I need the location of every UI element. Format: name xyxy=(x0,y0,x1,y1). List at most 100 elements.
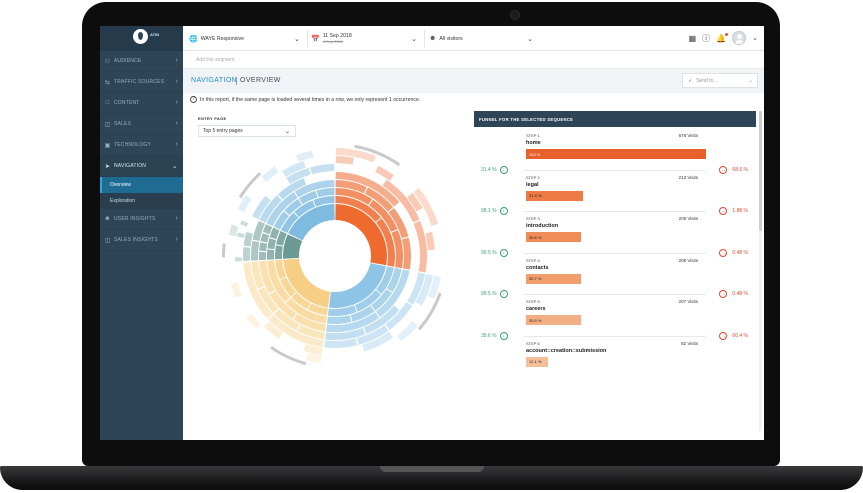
sunburst-subsegment[interactable] xyxy=(303,344,323,356)
sunburst-subsegment[interactable] xyxy=(269,227,280,240)
dropoff-rate[interactable]: → 68.6 % xyxy=(719,165,748,174)
sunburst-subsegment[interactable] xyxy=(260,233,270,243)
visitor-selector[interactable]: ☻ All visitors ⌄ xyxy=(429,26,537,51)
sunburst-subsegment[interactable] xyxy=(258,287,279,314)
sunburst-subsegment[interactable] xyxy=(266,192,298,227)
sunburst-subsegment[interactable] xyxy=(267,238,277,250)
sunburst-subsegment[interactable] xyxy=(259,260,275,294)
sunburst-subsegment[interactable] xyxy=(305,353,322,364)
dropoff-rate[interactable]: → 1.88 % xyxy=(719,207,748,215)
sunburst-subsegment[interactable] xyxy=(236,232,245,238)
sunburst-subsegment[interactable] xyxy=(259,251,267,261)
funnel-step[interactable]: STEP 4 contacts 208 Visits 30.7 % xyxy=(474,254,756,296)
sunburst-subsegment[interactable] xyxy=(240,220,249,227)
chevron-down-icon[interactable]: ⌄ xyxy=(752,35,758,42)
sidebar-item-traffic-sources[interactable]: ⇆ TRAFFIC SOURCES › xyxy=(100,72,183,93)
sunburst-subsegment[interactable] xyxy=(335,156,354,165)
sunburst-subsegment[interactable] xyxy=(369,199,398,232)
sunburst-subsegment[interactable] xyxy=(293,313,326,332)
sunburst-subsegment[interactable] xyxy=(294,180,335,198)
sunburst-subsegment[interactable] xyxy=(251,240,260,261)
sunburst-subsegment[interactable] xyxy=(427,275,441,299)
sunburst-subsegment[interactable] xyxy=(375,165,394,181)
sunburst-subsegment[interactable] xyxy=(316,188,335,198)
apps-grid-icon[interactable]: ▦ xyxy=(688,33,697,43)
sunburst-segment-orange[interactable] xyxy=(335,204,387,266)
site-selector[interactable]: 🌐 WAYE Responsive ⌄ xyxy=(189,26,304,51)
sunburst-segment-teal[interactable] xyxy=(283,234,303,259)
sunburst-subsegment[interactable] xyxy=(371,289,393,311)
sunburst-subsegment[interactable] xyxy=(285,298,327,324)
sunburst-subsegment[interactable] xyxy=(264,321,283,339)
sunburst-subsegment[interactable] xyxy=(335,188,373,205)
bell-icon[interactable]: 🔔 xyxy=(716,32,729,43)
sunburst-subsegment[interactable] xyxy=(362,331,394,352)
sunburst-subsegment[interactable] xyxy=(230,282,242,299)
sunburst-subsegment[interactable] xyxy=(267,249,275,260)
sunburst-subsegment[interactable] xyxy=(282,161,306,178)
sunburst-subsegment[interactable] xyxy=(401,237,411,270)
sunburst-subsegment[interactable] xyxy=(296,150,314,162)
sunburst-subsegment[interactable] xyxy=(327,305,357,316)
funnel-step[interactable]: STEP 6 account::creation::submission 82 Vi… xyxy=(474,337,756,379)
sunburst-subsegment[interactable] xyxy=(229,224,239,237)
sunburst-subsegment[interactable] xyxy=(243,231,253,247)
date-selector[interactable]: 📅 11 Sep 2018 4 Sep 2018 ⌄ xyxy=(311,26,421,51)
sunburst-subsegment[interactable] xyxy=(275,259,287,280)
sunburst-subsegment[interactable] xyxy=(243,247,251,262)
sunburst-subsegment[interactable] xyxy=(251,261,265,289)
sunburst-segment-light-blue[interactable] xyxy=(288,204,335,241)
sidebar-item-user-insights[interactable]: ☻ USER INSIGHTS › xyxy=(100,209,183,230)
sunburst-subsegment[interactable] xyxy=(246,313,261,330)
sunburst-subsegment[interactable] xyxy=(356,325,389,345)
sidebar-subitem-overview[interactable]: Overview xyxy=(100,177,183,193)
sunburst-subsegment[interactable] xyxy=(325,327,366,340)
send-to-dropdown[interactable]: ↲ Send to... ⌄ xyxy=(682,73,758,88)
sidebar-item-audience[interactable]: ⚇ AUDIENCE › xyxy=(100,51,183,72)
sunburst-subsegment[interactable] xyxy=(388,208,409,239)
sunburst-segment-yellow[interactable] xyxy=(283,258,331,308)
sunburst-subsegment[interactable] xyxy=(275,245,283,260)
sidebar-item-technology[interactable]: ▣ TECHNOLOGY › xyxy=(100,135,183,156)
sunburst-subsegment[interactable] xyxy=(425,231,435,251)
sunburst-subsegment[interactable] xyxy=(243,262,273,319)
sidebar-item-content[interactable]: □ CONTENT › xyxy=(100,93,183,114)
funnel-step[interactable]: STEP 2 legal 213 Visits 31.4 % xyxy=(474,171,756,213)
sunburst-subsegment[interactable] xyxy=(259,195,282,223)
sunburst-subsegment[interactable] xyxy=(276,230,287,246)
sunburst-subsegment[interactable] xyxy=(397,321,418,342)
sunburst-subsegment[interactable] xyxy=(386,267,402,292)
sunburst-subsegment[interactable] xyxy=(267,260,291,303)
funnel-step[interactable]: STEP 5 careers 207 Visits 30.5 % xyxy=(474,295,756,337)
sunburst-subsegment[interactable] xyxy=(385,302,413,330)
sunburst-subsegment[interactable] xyxy=(313,196,335,207)
help-icon[interactable]: ⓘ xyxy=(702,33,711,43)
sunburst-subsegment[interactable] xyxy=(286,167,311,184)
sidebar-subitem-exploration[interactable]: Exploration xyxy=(100,193,183,209)
sunburst-subsegment[interactable] xyxy=(413,187,439,226)
sidebar-item-sales-insights[interactable]: ◫ SALES INSIGHTS › xyxy=(100,230,183,251)
sunburst-subsegment[interactable] xyxy=(297,324,325,340)
sunburst-subsegment[interactable] xyxy=(382,179,420,223)
sunburst-subsegment[interactable] xyxy=(261,166,279,182)
sunburst-subsegment[interactable] xyxy=(294,200,316,218)
sunburst-subsegment[interactable] xyxy=(291,292,311,310)
sunburst-subsegment[interactable] xyxy=(363,305,400,334)
scrollbar-thumb[interactable] xyxy=(759,111,762,231)
sunburst-subsegment[interactable] xyxy=(350,305,375,322)
scrollbar[interactable] xyxy=(759,111,762,431)
logo[interactable]: ATIN xyxy=(100,26,183,51)
dropoff-rate[interactable]: → 0.48 % xyxy=(719,248,748,257)
sunburst-subsegment[interactable] xyxy=(237,194,252,213)
sunburst-subsegment[interactable] xyxy=(326,312,380,332)
sunburst-subsegment[interactable] xyxy=(364,187,394,212)
sunburst-subsegment[interactable] xyxy=(262,224,273,235)
sunburst-subsegment[interactable] xyxy=(335,148,376,163)
sunburst-subsegment[interactable] xyxy=(273,211,289,230)
sunburst-subsegment[interactable] xyxy=(335,196,381,222)
sunburst-subsegment[interactable] xyxy=(415,274,434,306)
sunburst-subsegment[interactable] xyxy=(376,218,395,267)
sunburst-subsegment[interactable] xyxy=(252,195,271,220)
sunburst-subsegment[interactable] xyxy=(376,266,394,294)
sunburst-subsegment[interactable] xyxy=(269,290,297,319)
